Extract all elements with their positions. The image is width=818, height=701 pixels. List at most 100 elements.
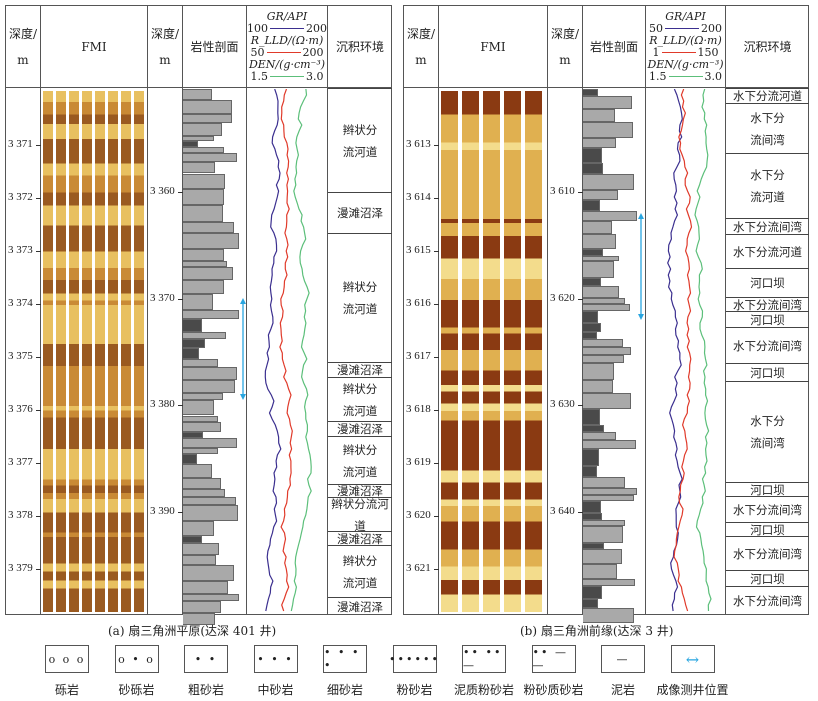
sandstone-bed [183,310,240,320]
legend-symbol: •• — — [532,646,568,672]
imaging-log-position-arrow [636,213,646,320]
legend-label: 成像测井位置 [656,683,729,697]
log-depth-column: 深度/m 3 610 3 620 3 630 3 640 [548,6,583,614]
legend-symbol: o o o [48,652,86,666]
legend-swatch: •••••• [389,645,438,673]
sandstone-bed [183,221,234,233]
log-curves [667,89,712,612]
sandstone-bed [583,95,633,109]
scale-max: 3.0 [704,69,723,83]
mudstone-bed [183,454,197,465]
sandstone-bed [183,448,218,455]
depth-label: 深度/ [150,26,180,41]
facies-label: 漫滩沼泽 [337,484,383,498]
facies-interval: 辫状分流河道 [328,497,392,533]
facies-label: 水下分流间湾 [750,110,785,147]
sandstone-bed [183,152,238,163]
facies-interval: 辫状分流河道 [328,436,392,484]
gr-label: GR/API [665,9,706,23]
den-curve [694,89,712,612]
sandstone-bed [583,393,632,409]
mudstone-bed [583,465,597,478]
facies-interval: 水下分流间湾 [726,586,809,615]
sandstone-bed [183,399,214,416]
facies-label: 漫滩沼泽 [337,422,383,436]
legend-symbol: • • • [257,652,294,666]
depth-header: 深度/m [548,6,582,88]
facies-label: 漫滩沼泽 [337,206,383,220]
sandstone-bed [583,137,616,148]
sandstone-bed [183,248,224,262]
facies-label: 河口坝 [750,276,785,290]
sandstone-bed [583,303,630,312]
depth-tick: 3 613 [406,138,439,150]
mudstone-bed [583,162,603,175]
sandstone-bed [183,332,227,340]
sandstone-bed [583,220,612,235]
rlld-scale: 1 150 [653,45,719,59]
fmi-image [43,91,145,612]
facies-label: 水下分流间湾 [733,297,802,312]
lithology-header: 岩性剖面 [583,6,645,88]
legend-label: 砂砾岩 [118,683,155,697]
rlld-line-sample [266,52,301,53]
caption-b: (b) 扇三角洲前缘(达深 3 井) [520,624,674,638]
sandstone-bed [583,362,615,380]
depth-label: 深度/ [8,26,38,41]
sandstone-bed [183,99,233,114]
facies-label: 辫状分流河道 [331,496,389,533]
facies-label: 水下分流河道 [733,89,802,103]
den-curve [290,89,312,612]
sandstone-bed [583,297,625,304]
depth-label: 深度/ [406,26,436,41]
sandstone-bed [183,564,234,581]
facies-interval: 水下分流间湾 [726,496,809,522]
legend-swatch: •• ••— [462,645,506,673]
facies-interval: 水下分流河道 [726,88,809,103]
depth-tick: 3 376 [8,403,41,415]
scale-max: 150 [697,45,719,59]
legend-swatch: o • o [114,645,159,673]
depth-tick: 3 380 [150,398,183,410]
sandstone-bed [583,261,614,278]
scale-min: 1.5 [649,69,667,83]
log-header: GR/API 50 200 R_LLD/(Ω·m) 1 150 DEN/(g·cm⁻³) 1.… [646,6,725,88]
facies-label: 辫状分流河道 [342,381,378,418]
sandstone-bed [183,415,219,423]
gr-scale: 50 200 [649,21,722,35]
lithology-column: 岩性剖面 [183,6,247,625]
sandstone-bed [183,147,224,153]
mudstone-bed [183,339,205,349]
sandstone-bed [583,607,634,624]
facies-interval: 河口坝 [726,363,809,381]
sandstone-bed [583,379,613,394]
sandstone-bed [583,286,619,298]
sandstone-bed [183,464,213,478]
lithology-profile [583,89,645,624]
legend-swatch: • • • [253,645,298,673]
rlld-label: R_LLD/(Ω·m) [250,33,324,47]
mudstone-bed [583,332,598,340]
sandstone-bed [583,578,636,587]
facies-interval: 河口坝 [726,570,809,586]
depth-unit: m [415,52,427,67]
facies-label: 漫滩沼泽 [337,599,383,614]
lithology-header: 岩性剖面 [183,6,246,88]
mudstone-bed [583,277,602,287]
facies-label: 漫滩沼泽 [337,531,383,546]
sandstone-bed [183,489,226,497]
facies-label: 辫状分流河道 [342,122,378,159]
sandstone-bed [183,613,215,625]
mudstone-bed [583,542,604,549]
sandstone-bed [183,543,220,556]
scale-min: 50 [649,21,663,35]
facies-interval: 辫状分流河道 [328,233,392,362]
facies-interval: 漫滩沼泽 [328,192,392,233]
facies-label: 漫滩沼泽 [337,363,383,377]
sandstone-bed [183,580,228,595]
sandstone-bed [583,234,616,250]
facies-label: 河口坝 [750,312,785,327]
lithology-profile [183,89,246,625]
gr-line-sample [270,28,304,29]
depth-tick: 3 390 [150,504,183,517]
